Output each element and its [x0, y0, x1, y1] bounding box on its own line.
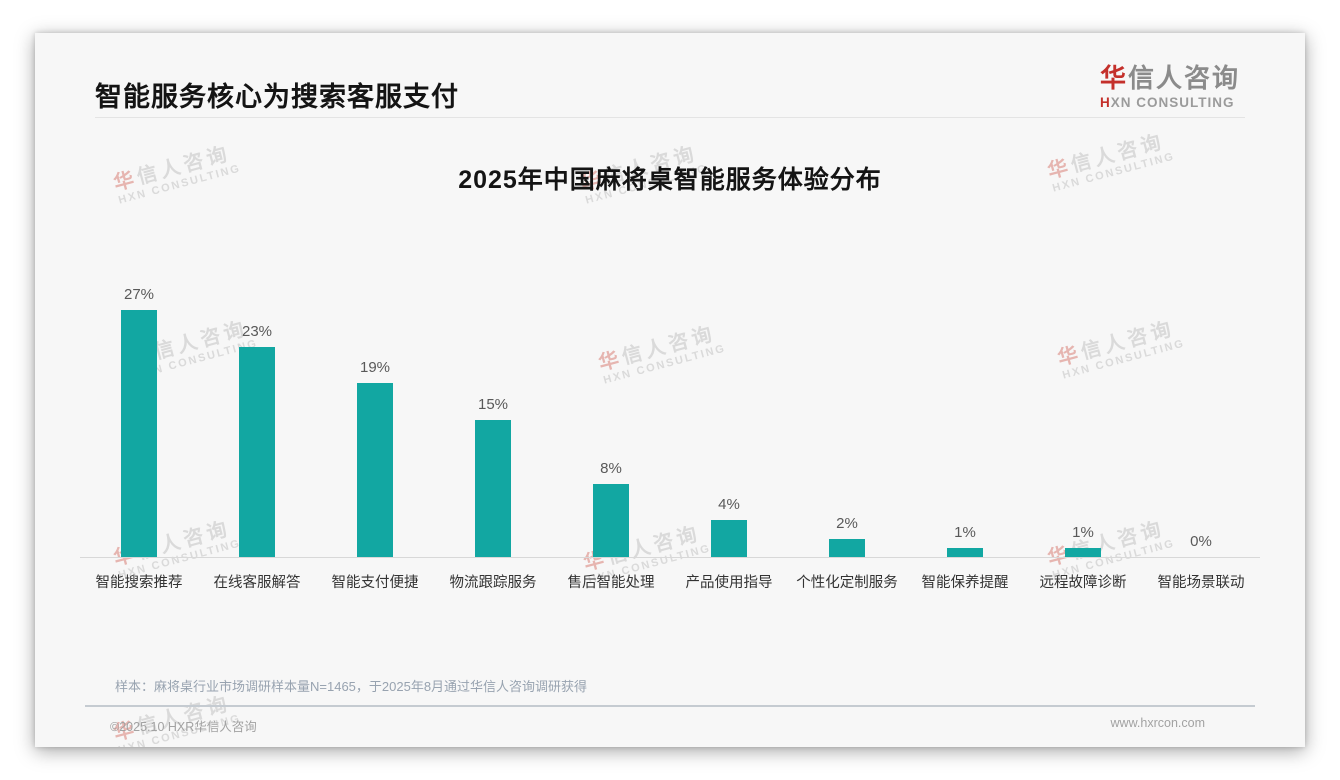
logo-en-accent-char: H	[1099, 95, 1111, 110]
category-label: 智能支付便捷	[331, 575, 419, 591]
category-label: 智能搜索推荐	[95, 575, 183, 591]
company-logo: 华信人咨询 HXN CONSULTING	[1100, 58, 1240, 110]
page-title: 智能服务核心为搜索客服支付	[95, 82, 459, 112]
bar-value-label: 27%	[123, 286, 155, 303]
chart-title: 2025年中国麻将桌智能服务体验分布	[458, 166, 882, 194]
bar-column: 15%	[434, 396, 552, 557]
bar-value-label: 8%	[600, 460, 622, 477]
bar-value-label: 2%	[836, 515, 858, 532]
bar-value-label: 0%	[1190, 533, 1212, 550]
bar	[475, 420, 511, 557]
bar-column: 1%	[906, 524, 1024, 557]
bar-value-label: 23%	[241, 323, 273, 340]
bar	[593, 484, 629, 557]
footer-divider	[85, 705, 1255, 707]
logo-chinese-name: 华信人咨询	[1100, 58, 1240, 95]
bar	[829, 539, 865, 557]
report-card: 华信人咨询 HXN CONSULTING 华信人咨询 HXN CONSULTING 华信…	[35, 33, 1305, 747]
report-footer-block: 样本：麻将桌行业市场调研样本量N=1465，于2025年8月通过华信人咨询调研获…	[85, 676, 1255, 735]
report-header: 智能服务核心为搜索客服支付 华信人咨询 HXN CONSULTING	[95, 33, 1245, 118]
bar-column: 19%	[316, 359, 434, 557]
logo-accent-char: 华	[1099, 63, 1128, 93]
category-label: 远程故障诊断	[1039, 575, 1127, 591]
logo-en-rest-chars: XN CONSULTING	[1110, 95, 1235, 110]
bar-value-label: 15%	[477, 396, 509, 413]
bar	[1065, 548, 1101, 557]
category-label: 产品使用指导	[685, 575, 773, 591]
sample-footnote: 样本：麻将桌行业市场调研样本量N=1465，于2025年8月通过华信人咨询调研获…	[115, 679, 588, 694]
bar-column: 4%	[670, 496, 788, 557]
bar-column: 23%	[198, 323, 316, 557]
bar-chart: 27% 23% 19% 15% 8% 4% 2% 1% 1% 0% 智能搜索推荐 在线客服解答 智能支…	[80, 258, 1260, 592]
chart-category-axis: 智能搜索推荐 在线客服解答 智能支付便捷 物流跟踪服务 售后智能处理 产品使用指导 个性化定…	[80, 558, 1260, 592]
bar-value-label: 1%	[954, 524, 976, 541]
category-label: 在线客服解答	[213, 575, 301, 591]
bar-value-label: 1%	[1072, 524, 1094, 541]
bar-value-label: 4%	[718, 496, 740, 513]
logo-english-name: HXN CONSULTING	[1100, 95, 1240, 110]
footer-row: ©2025.10 HXR华信人咨询 www.hxrcon.com	[85, 707, 1255, 735]
copyright-text: ©2025.10 HXR华信人咨询	[110, 720, 257, 734]
bar	[357, 383, 393, 557]
bar-column: 1%	[1024, 524, 1142, 557]
bar-column: 0%	[1142, 533, 1260, 557]
bar-column: 8%	[552, 460, 670, 557]
category-label: 智能场景联动	[1157, 575, 1245, 591]
chart-plot-area: 27% 23% 19% 15% 8% 4% 2% 1% 1% 0%	[80, 258, 1260, 558]
bar-column: 2%	[788, 515, 906, 557]
bar-value-label: 19%	[359, 359, 391, 376]
logo-rest-chars: 信人咨询	[1127, 63, 1240, 93]
category-label: 物流跟踪服务	[449, 575, 537, 591]
category-label: 售后智能处理	[567, 575, 655, 591]
category-label: 个性化定制服务	[796, 575, 898, 591]
website-text: www.hxrcon.com	[1110, 716, 1205, 730]
category-label: 智能保养提醒	[921, 575, 1009, 591]
bar	[239, 347, 275, 557]
bar-column: 27%	[80, 286, 198, 557]
bar	[947, 548, 983, 557]
bar	[711, 520, 747, 557]
bar	[121, 310, 157, 557]
